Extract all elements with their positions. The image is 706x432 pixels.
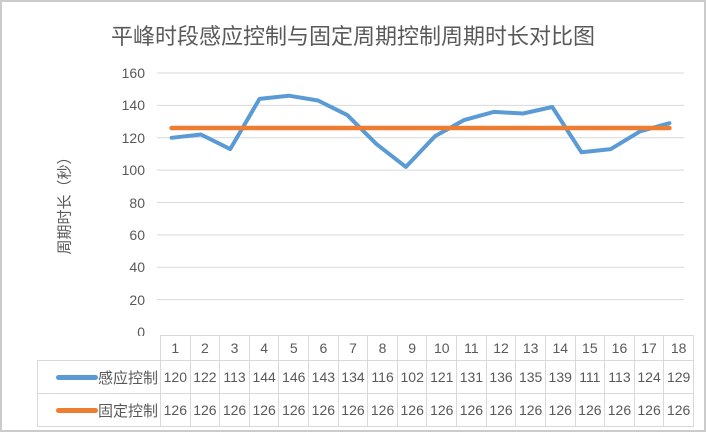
- legend-key-inner: 固定控制: [39, 400, 160, 421]
- table-row: 固定控制 126 126 126 126 126 126 126 126 126 126 126 126…: [37, 393, 694, 427]
- table-cell: 126: [219, 393, 250, 427]
- table-cell: 146: [278, 360, 310, 394]
- legend-label: 固定控制: [97, 402, 158, 420]
- table-corner-spacer: [37, 335, 161, 361]
- legend-line-icon: [55, 407, 98, 413]
- table-header-cell: 3: [219, 335, 250, 361]
- table-header-cell: 2: [189, 335, 221, 361]
- table-cell: 116: [367, 360, 398, 394]
- y-axis-tick-label: 60: [129, 226, 145, 243]
- table-header-cell: 16: [604, 335, 635, 361]
- table-cell: 126: [663, 393, 694, 427]
- table-cell: 122: [189, 360, 221, 394]
- legend-label: 感应控制: [97, 369, 158, 387]
- table-cell: 126: [604, 393, 635, 427]
- table-cell: 102: [396, 360, 428, 394]
- table-header-cell: 18: [663, 335, 694, 361]
- table-header-cell: 11: [456, 335, 487, 361]
- plot-area: [157, 72, 684, 301]
- table-cell: 113: [219, 360, 250, 394]
- y-axis-tick-label: 120: [121, 129, 145, 146]
- table-cell: 126: [278, 393, 310, 427]
- table-cell: 126: [189, 393, 221, 427]
- y-axis-tick-label: 40: [129, 259, 145, 276]
- table-cell: 143: [308, 360, 339, 394]
- table-cell: 126: [337, 393, 369, 427]
- table-row: 感应控制 120 122 113 144 146 143 134 116 102 121 131 136…: [37, 360, 694, 394]
- table-header-cell: 15: [574, 335, 606, 361]
- y-axis-tick-label: 160: [121, 65, 145, 81]
- y-axis-tick-label: 20: [129, 291, 145, 308]
- table-header-cell: 13: [515, 335, 546, 361]
- y-axis-tick-label: 80: [129, 194, 145, 211]
- series-line-0: [169, 93, 672, 169]
- table-cell: 126: [544, 393, 576, 427]
- table-header-cell: 8: [367, 335, 398, 361]
- table-header-cell: 9: [396, 335, 428, 361]
- table-cell: 126: [456, 393, 487, 427]
- table-cell: 131: [456, 360, 487, 394]
- data-table: 1 2 3 4 5 6 7 8 9 10 11 12 13 14 15 16 17 18 感应控制 120 122 113…: [37, 335, 694, 427]
- table-cell: 139: [544, 360, 576, 394]
- table-cell: 126: [308, 393, 339, 427]
- legend-key-inner: 感应控制: [39, 367, 160, 388]
- table-header-cell: 10: [426, 335, 458, 361]
- y-axis-title: 周期时长（秒）: [56, 149, 74, 255]
- table-header-cell: 4: [248, 335, 280, 361]
- table-cell: 124: [633, 360, 665, 394]
- table-cell: 126: [485, 393, 517, 427]
- table-header-row: 1 2 3 4 5 6 7 8 9 10 11 12 13 14 15 16 17 18: [37, 335, 694, 361]
- table-header-cell: 5: [278, 335, 310, 361]
- table-header-cell: 12: [485, 335, 517, 361]
- table-header-cell: 7: [337, 335, 369, 361]
- table-cell: 120: [160, 360, 191, 394]
- table-cell: 126: [396, 393, 428, 427]
- table-cell: 144: [248, 360, 280, 394]
- legend-line-icon: [55, 374, 98, 380]
- legend-key: 固定控制: [37, 393, 161, 427]
- table-cell: 126: [515, 393, 546, 427]
- table-cell: 111: [574, 360, 606, 394]
- table-header-cell: 6: [308, 335, 339, 361]
- table-cell: 129: [663, 360, 694, 394]
- table-cell: 135: [515, 360, 546, 394]
- table-cell: 113: [604, 360, 635, 394]
- y-axis-tick-label: 0: [137, 324, 145, 340]
- table-cell: 126: [574, 393, 606, 427]
- table-header-cell: 1: [160, 335, 191, 361]
- table-cell: 126: [426, 393, 458, 427]
- y-axis-tick-label: 100: [121, 162, 145, 179]
- table-cell: 121: [426, 360, 458, 394]
- table-cell: 136: [485, 360, 517, 394]
- chart-title: 平峰时段感应控制与固定周期控制周期时长对比图: [110, 24, 595, 49]
- table-cell: 126: [633, 393, 665, 427]
- table-header-cell: 14: [544, 335, 576, 361]
- table-cell: 126: [248, 393, 280, 427]
- legend-key: 感应控制: [37, 360, 161, 394]
- table-cell: 126: [160, 393, 191, 427]
- table-header-cell: 17: [633, 335, 665, 361]
- table-cell: 126: [367, 393, 398, 427]
- y-axis-tick-label: 140: [121, 97, 145, 114]
- table-cell: 134: [337, 360, 369, 394]
